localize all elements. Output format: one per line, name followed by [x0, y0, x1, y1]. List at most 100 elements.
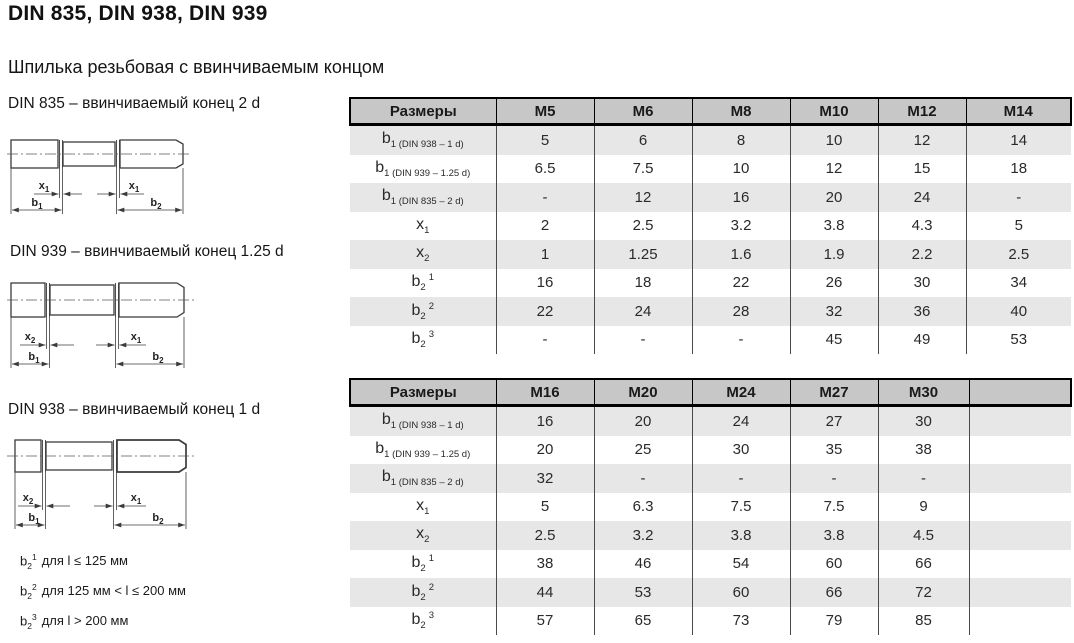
value-cell: 66 — [877, 549, 969, 578]
value-cell: 9 — [877, 492, 969, 521]
value-cell: 24 — [877, 183, 966, 212]
dim-label-b2: b2 — [152, 351, 164, 365]
row-label: b1 (DIN 939 – 1.25 d) — [375, 439, 471, 460]
value-cell: 1.6 — [691, 240, 790, 269]
row-label: b1 (DIN 938 – 1 d) — [381, 130, 464, 151]
value-cell: 7.5 — [691, 492, 790, 521]
value-cell: 1.9 — [789, 240, 878, 269]
value-cell: 15 — [877, 154, 966, 183]
page-subtitle: Шпилька резьбовая с ввинчиваемым концом — [8, 57, 385, 77]
value-cell: - — [877, 464, 969, 493]
value-cell: 10 — [691, 154, 790, 183]
table-row: b1 (DIN 938 – 1 d) 5 6 8 10 12 14 — [350, 124, 1071, 155]
value-cell: 60 — [691, 578, 790, 607]
row-label: b1 (DIN 939 – 1.25 d) — [375, 158, 471, 179]
row-label: x2 — [416, 525, 430, 546]
value-cell: - — [593, 325, 692, 354]
row-label: b23 — [411, 610, 435, 632]
value-cell: 54 — [691, 549, 790, 578]
value-cell: 12 — [877, 124, 966, 155]
footnote-text: для l ≤ 125 мм — [41, 553, 128, 569]
value-cell: 5 — [495, 124, 594, 155]
value-cell: 8 — [691, 124, 790, 155]
row-label: b1 (DIN 835 – 2 d) — [381, 187, 464, 208]
dim-label-b2: b2 — [152, 512, 164, 526]
dim-label-x-right: x1 — [129, 180, 140, 194]
value-cell: 38 — [877, 435, 969, 464]
column-header: M24 — [691, 378, 790, 407]
value-cell — [968, 549, 1071, 578]
value-cell: 2.5 — [495, 521, 594, 550]
row-label: b23 — [411, 329, 435, 351]
value-cell: 24 — [691, 405, 790, 436]
footnote-b2-2: b22 для 125 мм < l ≤ 200 мм — [20, 582, 186, 601]
column-header — [968, 378, 1072, 407]
value-cell: - — [789, 464, 878, 493]
dim-label-x-right: x1 — [131, 331, 142, 345]
dim-label-x-left: x2 — [25, 331, 36, 345]
value-cell: 18 — [965, 154, 1071, 183]
value-cell: 2.5 — [593, 211, 692, 240]
table-row: b23 57 65 73 79 85 — [350, 606, 1071, 635]
dim-label-b1: b1 — [31, 197, 43, 211]
value-cell: 12 — [593, 183, 692, 212]
value-cell: 2.5 — [965, 240, 1071, 269]
value-cell: 5 — [495, 492, 594, 521]
din-sizes-table-m16-m30: Размеры M16 M20 M24 M27 M30 b1 (DIN 938 – 1 d… — [349, 378, 1072, 635]
page-title: DIN 835, DIN 938, DIN 939 — [8, 2, 268, 25]
value-cell: 16 — [691, 183, 790, 212]
value-cell: 32 — [789, 297, 878, 326]
value-cell: - — [495, 325, 594, 354]
table-row: b21 38 46 54 60 66 — [350, 549, 1071, 578]
row-label: x1 — [416, 215, 430, 236]
footnote-symbol: b — [20, 553, 28, 569]
column-header: M16 — [495, 378, 594, 407]
drawing-caption-din938: DIN 938 – ввинчиваемый конец 1 d — [8, 401, 261, 418]
value-cell: 20 — [495, 435, 594, 464]
dim-label-b2: b2 — [150, 197, 162, 211]
row-label: b21 — [411, 272, 435, 294]
table-row: x2 2.5 3.2 3.8 3.8 4.5 — [350, 521, 1071, 550]
value-cell: - — [691, 325, 790, 354]
value-cell — [968, 464, 1071, 493]
value-cell: 46 — [593, 549, 692, 578]
value-cell: 30 — [691, 435, 790, 464]
value-cell: 7.5 — [593, 154, 692, 183]
value-cell: 38 — [495, 549, 594, 578]
value-cell: 1 — [495, 240, 594, 269]
value-cell: 32 — [495, 464, 594, 493]
value-cell: 40 — [965, 297, 1071, 326]
value-cell: 65 — [593, 606, 692, 635]
din938-technical-drawing: x2 x1 b1 b2 — [7, 439, 195, 529]
value-cell: 4.3 — [877, 211, 966, 240]
value-cell: 28 — [691, 297, 790, 326]
table-row: x2 1 1.25 1.6 1.9 2.2 2.5 — [350, 240, 1071, 269]
table-row: b21 16 18 22 26 30 34 — [350, 268, 1071, 297]
value-cell: 16 — [495, 405, 594, 436]
value-cell: 36 — [877, 297, 966, 326]
sizes-corner-header: Размеры — [349, 97, 496, 126]
table-row: x1 2 2.5 3.2 3.8 4.3 5 — [350, 211, 1071, 240]
value-cell: 22 — [495, 297, 594, 326]
value-cell — [968, 606, 1071, 635]
value-cell: 1.25 — [593, 240, 692, 269]
value-cell: 5 — [965, 211, 1071, 240]
footnote-text: для 125 мм < l ≤ 200 мм — [41, 583, 186, 599]
footnote-symbol: b — [20, 613, 28, 629]
value-cell: 30 — [877, 405, 969, 436]
table-row: b1 (DIN 835 – 2 d) -12 16 20 24- — [350, 183, 1071, 212]
value-cell: 79 — [789, 606, 878, 635]
footnote-text: для l > 200 мм — [41, 613, 129, 629]
value-cell — [968, 578, 1071, 607]
value-cell: 20 — [593, 405, 692, 436]
table-row: b1 (DIN 939 – 1.25 d) 6.5 7.5 10 12 15 18 — [350, 154, 1071, 183]
table-row: b23- - -45 49 53 — [350, 325, 1071, 354]
row-label: x2 — [416, 244, 430, 265]
din939-technical-drawing: x2 x1 b1 b2 — [7, 282, 194, 368]
value-cell: 30 — [877, 268, 966, 297]
value-cell — [968, 435, 1071, 464]
value-cell: 25 — [593, 435, 692, 464]
value-cell: - — [495, 183, 594, 212]
value-cell: 3.8 — [789, 521, 878, 550]
value-cell: 57 — [495, 606, 594, 635]
